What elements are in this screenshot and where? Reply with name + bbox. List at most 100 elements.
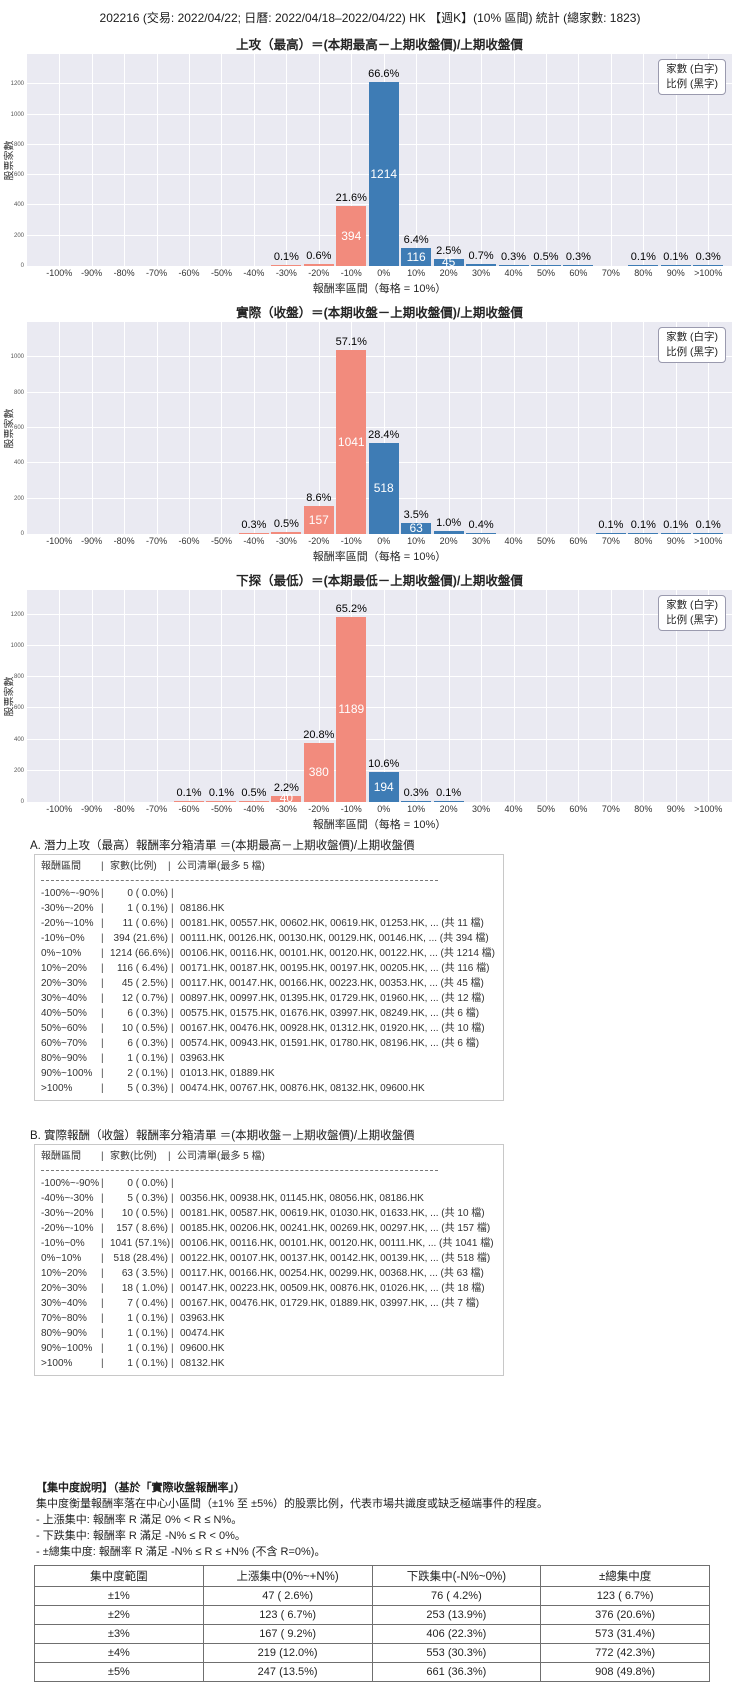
gridline-vertical	[578, 54, 580, 266]
bar-20%	[433, 259, 464, 266]
bar-percent-label: 0.6%	[306, 250, 332, 263]
column-separator: |	[101, 1068, 104, 1079]
bar-percent-label: 8.6%	[306, 492, 332, 505]
gridline-vertical	[91, 322, 93, 534]
column-separator: |	[171, 903, 174, 914]
x-tick-label: 30%	[472, 804, 491, 814]
bin-count: 0 ( 0.0%)	[127, 1178, 168, 1189]
table-cell: 573 (31.4%)	[540, 1624, 710, 1644]
bar-percent-label: 57.1%	[335, 336, 367, 349]
gridline-vertical	[643, 54, 645, 266]
bin-companies: 00147.HK, 00223.HK, 00509.HK, 00876.HK, …	[180, 1283, 485, 1294]
bin-count: 5 ( 0.3%)	[127, 1193, 168, 1204]
gridline-vertical	[189, 322, 191, 534]
gridline-vertical	[675, 54, 677, 266]
bin-count: 1 ( 0.1%)	[127, 1313, 168, 1324]
x-tick-label: 50%	[536, 804, 555, 814]
table-cell: 253 (13.9%)	[371, 1605, 542, 1625]
column-separator: |	[171, 1328, 174, 1339]
bin-range: 報酬區間	[41, 1151, 81, 1162]
gridline-vertical	[643, 590, 645, 802]
table-header-cell: 集中度範圍	[34, 1565, 204, 1587]
bin-count: 6 ( 0.3%)	[127, 1038, 168, 1049]
bin-range: 40%~50%	[41, 1008, 87, 1019]
bin-range: 20%~30%	[41, 978, 87, 989]
x-tick-label: 60%	[569, 536, 588, 546]
column-separator: |	[101, 1238, 104, 1249]
gridline-horizontal	[27, 769, 732, 771]
x-tick-label: >100%	[694, 804, 723, 814]
x-tick-label: -60%	[178, 268, 200, 278]
bin-companies: 03963.HK	[180, 1313, 225, 1324]
table-cell: ±1%	[34, 1586, 204, 1606]
table-cell: ±3%	[34, 1624, 204, 1644]
column-separator: |	[171, 1298, 174, 1309]
chart-actual-close: 實際（收盤）＝(本期收盤－上期收盤價)/上期收盤價 股票家數 0 200 400 600…	[0, 306, 740, 563]
column-separator: |	[101, 1253, 104, 1264]
x-tick-label: >100%	[694, 268, 723, 278]
column-separator: |	[171, 1253, 174, 1264]
gridline-vertical	[318, 54, 320, 266]
table-cell: ±5%	[34, 1662, 204, 1682]
y-tick-label: 400	[13, 736, 24, 743]
bin-companies	[180, 1176, 503, 1191]
bar-10%	[401, 248, 432, 266]
bar-percent-label: 0.1%	[273, 250, 299, 263]
bar-percent-label: 0.3%	[565, 250, 591, 263]
bin-range: -20%~-10%	[41, 918, 94, 929]
y-tick-label: 0	[20, 799, 24, 805]
column-separator: |	[171, 948, 174, 959]
bin-range: 10%~20%	[41, 1268, 87, 1279]
chart-legend: 家數 (白字) 比例 (黑字)	[658, 595, 726, 631]
list-b-title: B. 實際報酬（收盤）報酬率分箱清單 ＝(本期收盤－上期收盤價)/上期收盤價	[30, 1130, 415, 1142]
bin-range: -100%~-90%	[41, 888, 100, 899]
bar-percent-label: 3.5%	[403, 508, 429, 521]
gridline-horizontal	[27, 391, 732, 393]
bin-count: 10 ( 0.5%)	[121, 1023, 168, 1034]
y-tick-label: 200	[13, 232, 24, 239]
bar-percent-label: 0.1%	[630, 250, 656, 263]
gridline-vertical	[59, 590, 61, 802]
dashed-separator	[41, 880, 439, 881]
bar-percent-label: 0.4%	[468, 518, 494, 531]
bar-percent-label: 10.6%	[368, 757, 400, 770]
y-tick-label: 1200	[10, 81, 24, 88]
bin-range: 0%~10%	[41, 1253, 82, 1264]
list-row: >100% | 5 ( 0.3%) | 00474.HK, 00767.HK, 0087…	[41, 1081, 503, 1096]
bar-percent-label: 0.7%	[468, 250, 494, 263]
concentration-heading: 【集中度說明】（基於「實際收盤報酬率」）	[36, 1482, 245, 1494]
column-separator: |	[101, 903, 104, 914]
gridline-vertical	[643, 322, 645, 534]
list-row: >100% | 1 ( 0.1%) | 08132.HK	[41, 1356, 503, 1371]
bar-0%	[368, 442, 399, 534]
gridline-vertical	[481, 54, 483, 266]
gridline-vertical	[156, 322, 158, 534]
gridline-vertical	[91, 590, 93, 802]
x-tick-label: -80%	[113, 804, 135, 814]
gridline-vertical	[91, 54, 93, 266]
bar-percent-label: 0.1%	[176, 786, 202, 799]
bin-companies: 00106.HK, 00116.HK, 00101.HK, 00120.HK, …	[180, 948, 496, 959]
column-separator: |	[171, 933, 174, 944]
list-row: 80%~90% | 1 ( 0.1%) | 00474.HK	[41, 1326, 503, 1341]
bin-range: 20%~30%	[41, 1283, 87, 1294]
bar-percent-label: 1.0%	[436, 516, 462, 529]
column-separator: |	[101, 1298, 104, 1309]
bin-count: 394 (21.6%)	[113, 933, 168, 944]
gridline-vertical	[545, 590, 547, 802]
bin-count: 1 ( 0.1%)	[127, 1328, 168, 1339]
bar-percent-label: 0.1%	[208, 786, 235, 799]
list-a-title: A. 潛力上攻（最高）報酬率分箱清單 ＝(本期最高－上期收盤價)/上期收盤價	[30, 840, 415, 852]
bar-percent-label: 65.2%	[335, 602, 367, 615]
x-tick-label: 0%	[377, 536, 391, 546]
x-tick-label: -40%	[243, 536, 265, 546]
table-cell: 123 ( 6.7%)	[540, 1586, 710, 1606]
bar-count-label: 394	[341, 229, 362, 244]
x-tick-label: 90%	[666, 268, 685, 278]
x-tick-label: 30%	[472, 536, 491, 546]
table-cell: 76 ( 4.2%)	[371, 1586, 542, 1606]
bar-percent-label: 0.1%	[436, 786, 462, 799]
gridline-vertical	[59, 54, 61, 266]
bar-50%	[530, 264, 561, 266]
bin-companies: 00356.HK, 00938.HK, 01145.HK, 08056.HK, …	[180, 1193, 424, 1204]
